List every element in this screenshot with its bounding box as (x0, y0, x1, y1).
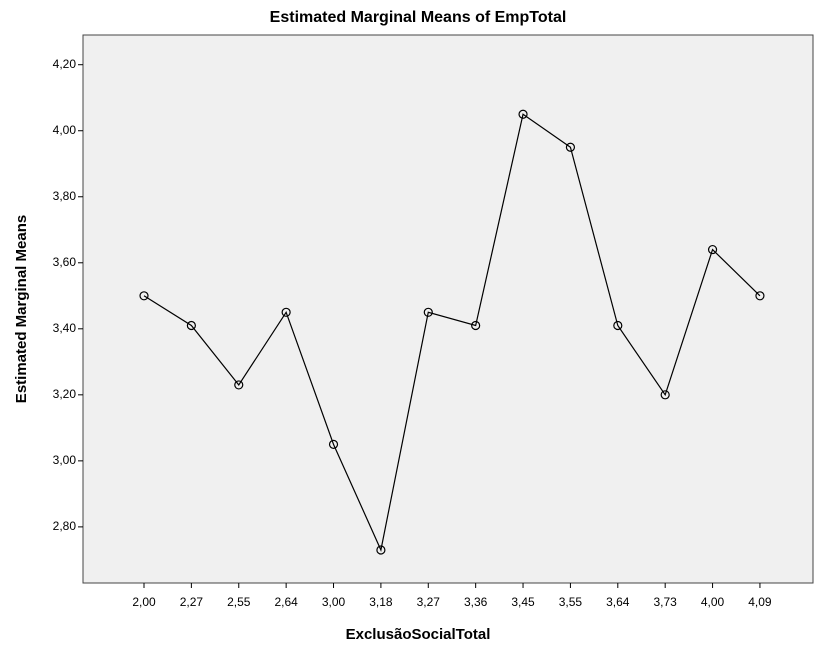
y-tick-label: 3,40 (53, 321, 77, 335)
y-tick-label: 3,20 (53, 387, 77, 401)
x-tick-label: 4,09 (748, 595, 772, 609)
x-tick-label: 4,00 (701, 595, 725, 609)
marker (613, 320, 623, 331)
marker (328, 439, 339, 449)
x-tick-label: 3,45 (511, 595, 535, 609)
y-axis-label: Estimated Marginal Means (13, 215, 30, 403)
x-tick-label: 3,55 (559, 595, 583, 609)
x-tick-label: 3,64 (606, 595, 630, 609)
marker (234, 380, 244, 390)
x-tick-label: 2,00 (132, 595, 156, 609)
y-tick-label: 4,00 (53, 123, 77, 137)
chart-title: Estimated Marginal Means of EmpTotal (270, 9, 567, 26)
marker (755, 291, 765, 301)
marker (518, 109, 528, 119)
marker (707, 244, 718, 255)
plot-area (82, 34, 814, 584)
y-tick-label: 3,60 (53, 255, 77, 269)
x-tick-label: 3,73 (654, 595, 678, 609)
marker (281, 307, 291, 317)
marker (186, 320, 196, 331)
marker (423, 307, 433, 317)
x-axis-label: ExclusãoSocialTotal (346, 626, 491, 643)
y-tick-label: 4,20 (53, 57, 77, 71)
x-tick-label: 3,27 (417, 595, 441, 609)
marker (660, 390, 670, 400)
x-tick-label: 3,36 (464, 595, 488, 609)
x-tick-label: 3,00 (322, 595, 346, 609)
line (143, 113, 761, 552)
y-tick-label: 3,80 (53, 189, 77, 203)
x-tick-label: 2,55 (227, 595, 251, 609)
x-tick-label: 3,18 (369, 595, 393, 609)
marker (565, 142, 576, 152)
x-tick-label: 2,27 (180, 595, 204, 609)
marker (139, 291, 149, 301)
marker (376, 545, 386, 555)
x-tick-label: 2,64 (274, 595, 298, 609)
y-tick-label: 2,80 (53, 519, 77, 533)
marker (471, 320, 481, 331)
y-tick-label: 3,00 (53, 453, 77, 467)
